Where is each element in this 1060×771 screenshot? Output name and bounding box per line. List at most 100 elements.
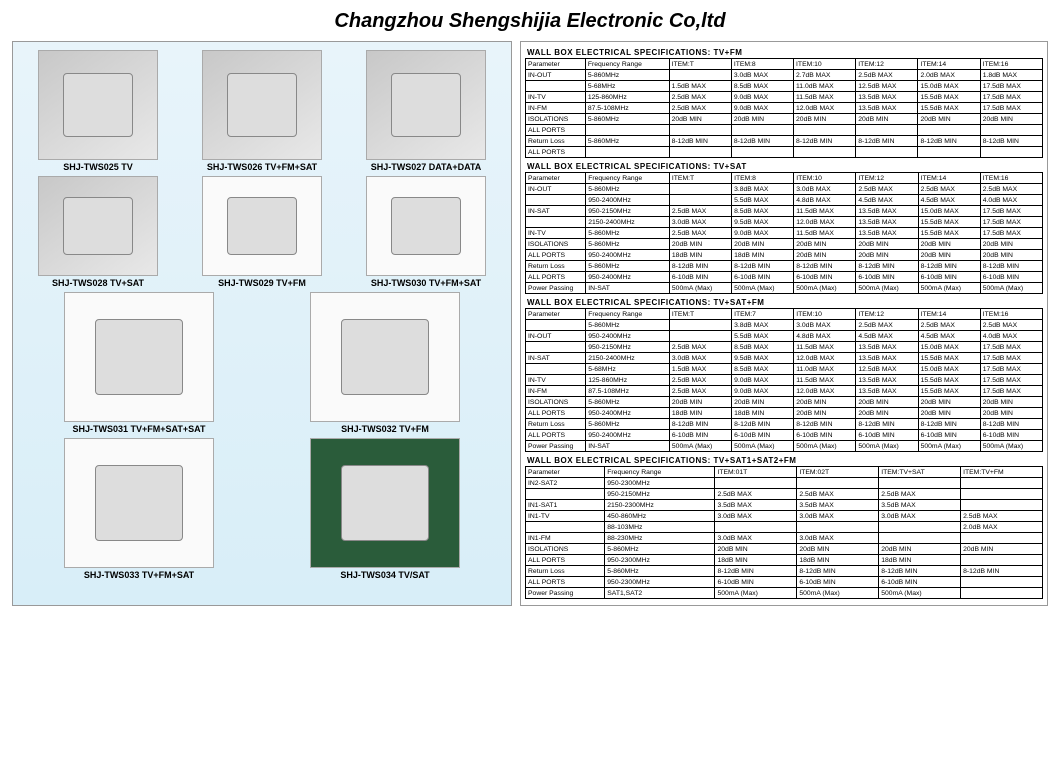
spec-cell: 9.0dB MAX xyxy=(732,375,794,386)
spec-cell: 6-10dB MIN xyxy=(794,272,856,283)
spec-cell: 12.0dB MAX xyxy=(794,353,856,364)
spec-cell: 950-2300MHz xyxy=(605,555,715,566)
spec-cell: 2.5dB MAX xyxy=(856,184,918,195)
spec-cell: 20dB MIN xyxy=(794,239,856,250)
spec-cell: 15.5dB MAX xyxy=(918,386,980,397)
spec-header-cell: ITEM:14 xyxy=(918,59,980,70)
spec-header-cell: ITEM:8 xyxy=(732,173,794,184)
spec-cell: 2.0dB MAX xyxy=(961,522,1043,533)
spec-cell: IN-SAT xyxy=(586,441,670,452)
spec-cell: 15.0dB MAX xyxy=(918,206,980,217)
spec-cell: 8-12dB MIN xyxy=(794,136,856,147)
spec-cell xyxy=(526,195,586,206)
spec-header-cell: ITEM:8 xyxy=(731,59,793,70)
spec-cell: 6-10dB MIN xyxy=(980,272,1042,283)
spec-cell: 3.0dB MAX xyxy=(731,70,793,81)
product-2: SHJ-TWS027 DATA+DATA xyxy=(366,50,486,172)
spec-cell xyxy=(879,522,961,533)
spec-cell: 15.5dB MAX xyxy=(918,217,980,228)
spec-cell: 500mA (Max) xyxy=(797,588,879,599)
spec-cell: 20dB MIN xyxy=(918,239,980,250)
spec-cell: 18dB MIN xyxy=(669,250,731,261)
spec-cell: 950-2400MHz xyxy=(586,430,670,441)
spec-header-cell: Parameter xyxy=(526,59,586,70)
spec-header-cell: ITEM:12 xyxy=(856,173,918,184)
spec-cell: 20dB MIN xyxy=(856,239,918,250)
product-image xyxy=(38,50,158,160)
spec-cell: ALL PORTS xyxy=(526,272,586,283)
spec-cell: IN-TV xyxy=(526,228,586,239)
spec-cell: 950-2150MHz xyxy=(605,489,715,500)
spec-cell: 20dB MIN xyxy=(794,114,856,125)
spec-cell xyxy=(526,217,586,228)
spec-cell: 5-860MHz xyxy=(585,136,669,147)
product-1: SHJ-TWS026 TV+FM+SAT xyxy=(202,50,322,172)
spec-cell: 500mA (Max) xyxy=(669,441,731,452)
product-3: SHJ-TWS028 TV+SAT xyxy=(38,176,158,288)
spec-cell: 8-12dB MIN xyxy=(856,419,918,430)
product-label: SHJ-TWS026 TV+FM+SAT xyxy=(202,162,322,172)
spec-table-0: ParameterFrequency RangeITEM:TITEM:8ITEM… xyxy=(525,58,1043,158)
spec-cell xyxy=(669,320,731,331)
spec-cell: 17.5dB MAX xyxy=(980,342,1042,353)
spec-cell: 18dB MIN xyxy=(669,408,731,419)
product-image xyxy=(310,438,460,568)
spec-cell: 950-2400MHz xyxy=(586,250,670,261)
spec-cell: 3.8dB MAX xyxy=(732,184,794,195)
spec-header-cell: Parameter xyxy=(526,173,586,184)
product-image xyxy=(366,176,486,276)
spec-cell: 6-10dB MIN xyxy=(856,430,918,441)
spec-header-cell: ITEM:T xyxy=(669,309,731,320)
spec-cell xyxy=(669,184,731,195)
spec-cell: 18dB MIN xyxy=(879,555,961,566)
spec-cell: IN-TV xyxy=(526,375,586,386)
spec-cell: 12.0dB MAX xyxy=(794,386,856,397)
spec-cell: 6-10dB MIN xyxy=(918,272,980,283)
spec-cell: 20dB MIN xyxy=(732,397,794,408)
spec-cell: 17.5dB MAX xyxy=(980,228,1042,239)
spec-cell: 20dB MIN xyxy=(794,408,856,419)
spec-cell: 17.5dB MAX xyxy=(980,103,1042,114)
spec-cell: ALL PORTS xyxy=(526,408,586,419)
spec-cell: 87.5-108MHz xyxy=(586,386,670,397)
spec-cell: 11.5dB MAX xyxy=(794,228,856,239)
spec-cell: ALL PORTS xyxy=(526,577,605,588)
spec-cell: 8-12dB MIN xyxy=(669,419,731,430)
spec-table-2: ParameterFrequency RangeITEM:TITEM:7ITEM… xyxy=(525,308,1043,452)
product-image xyxy=(38,176,158,276)
spec-cell: Power Passing xyxy=(526,283,586,294)
spec-cell: 5-860MHz xyxy=(585,70,669,81)
spec-cell: 125-860MHz xyxy=(586,375,670,386)
spec-cell: 15.5dB MAX xyxy=(918,375,980,386)
spec-cell: 20dB MIN xyxy=(797,544,879,555)
spec-cell: 950-2150MHz xyxy=(586,206,670,217)
spec-cell: 5-860MHz xyxy=(586,239,670,250)
spec-cell: 17.5dB MAX xyxy=(980,81,1042,92)
spec-cell: 13.5dB MAX xyxy=(856,375,918,386)
spec-header-cell: ITEM:01T xyxy=(715,467,797,478)
spec-cell: 20dB MIN xyxy=(980,114,1042,125)
spec-cell: 20dB MIN xyxy=(794,250,856,261)
spec-title-3: WALL BOX ELECTRICAL SPECIFICATIONS: TV+S… xyxy=(525,454,1043,466)
product-label: SHJ-TWS025 TV xyxy=(38,162,158,172)
spec-cell xyxy=(961,489,1043,500)
spec-cell: 6-10dB MIN xyxy=(797,577,879,588)
spec-cell: 20dB MIN xyxy=(856,397,918,408)
spec-cell xyxy=(797,478,879,489)
spec-cell: 950-2400MHz xyxy=(586,195,670,206)
spec-cell: IN1-FM xyxy=(526,533,605,544)
spec-cell: 950-2300MHz xyxy=(605,577,715,588)
spec-header-cell: ITEM:T xyxy=(669,173,731,184)
spec-cell xyxy=(526,320,586,331)
spec-cell xyxy=(669,147,731,158)
spec-cell: ALL PORTS xyxy=(526,555,605,566)
spec-cell: 2.5dB MAX xyxy=(980,320,1042,331)
spec-cell: 20dB MIN xyxy=(669,239,731,250)
spec-cell: 11.5dB MAX xyxy=(794,342,856,353)
spec-cell: ISOLATIONS xyxy=(526,544,605,555)
spec-cell: 20dB MIN xyxy=(980,250,1042,261)
spec-cell: 20dB MIN xyxy=(856,114,918,125)
spec-cell: 17.5dB MAX xyxy=(980,206,1042,217)
spec-cell: 6-10dB MIN xyxy=(732,272,794,283)
spec-cell xyxy=(918,147,980,158)
